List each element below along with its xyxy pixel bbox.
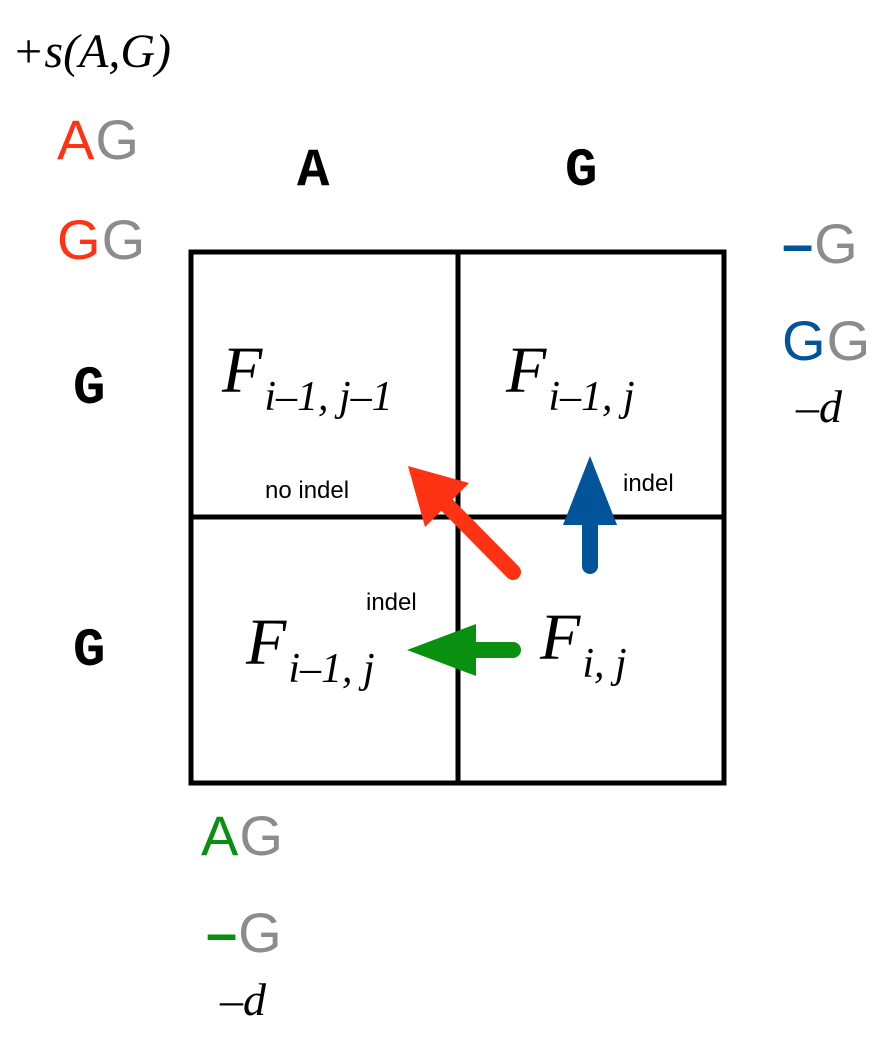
cell-top-left: Fi–1, j–1: [222, 338, 393, 419]
cell-top-left-main: F: [222, 334, 263, 407]
up-bottom-char: G: [782, 309, 827, 372]
diagonal-top-context: G: [95, 108, 140, 171]
column-header-1: A: [297, 141, 330, 202]
up-top-gap: –: [782, 212, 815, 275]
up-bottom-context: G: [826, 309, 872, 372]
up-alignment-bottom: GG: [782, 313, 871, 369]
cell-bottom-left-sub: i–1, j: [288, 646, 375, 692]
up-arrow: [563, 456, 617, 574]
cell-top-right-main: F: [506, 334, 547, 407]
diagonal-top-char: A: [57, 108, 96, 171]
cell-bottom-left-main: F: [246, 606, 287, 679]
left-arrow-label: indel: [366, 589, 417, 616]
row-header-1: G: [73, 359, 106, 420]
left-top-context: G: [239, 804, 284, 867]
score-label: +s(A,G): [12, 25, 172, 78]
cell-bottom-right: Fi, j: [540, 605, 627, 686]
cell-bottom-right-main: F: [540, 601, 581, 674]
diagonal-alignment-bottom: GG: [57, 212, 146, 268]
up-arrow-label: indel: [623, 470, 674, 497]
left-alignment-bottom: –G: [206, 905, 283, 961]
left-penalty: –d: [220, 974, 266, 1025]
cell-bottom-left: Fi–1, j: [246, 610, 375, 691]
cell-bottom-right-sub: i, j: [582, 641, 627, 687]
left-bottom-context: G: [238, 901, 283, 964]
diagonal-alignment-top: AG: [57, 112, 140, 168]
diagonal-bottom-char: G: [57, 208, 102, 271]
left-bottom-gap: –: [206, 901, 239, 964]
up-alignment-top: –G: [782, 216, 859, 272]
cell-top-right: Fi–1, j: [506, 338, 635, 419]
row-header-2: G: [73, 621, 106, 682]
diagonal-arrow-label: no indel: [265, 477, 350, 504]
diagonal-bottom-context: G: [101, 208, 147, 271]
up-top-context: G: [814, 212, 859, 275]
column-header-2: G: [565, 141, 598, 202]
cell-top-right-sub: i–1, j: [548, 374, 635, 420]
diagonal-arrow: [408, 466, 521, 580]
up-penalty: –d: [796, 381, 842, 432]
cell-top-left-sub: i–1, j–1: [264, 374, 393, 420]
left-top-char: A: [201, 804, 240, 867]
left-alignment-top: AG: [201, 808, 284, 864]
left-arrow: [407, 624, 521, 676]
